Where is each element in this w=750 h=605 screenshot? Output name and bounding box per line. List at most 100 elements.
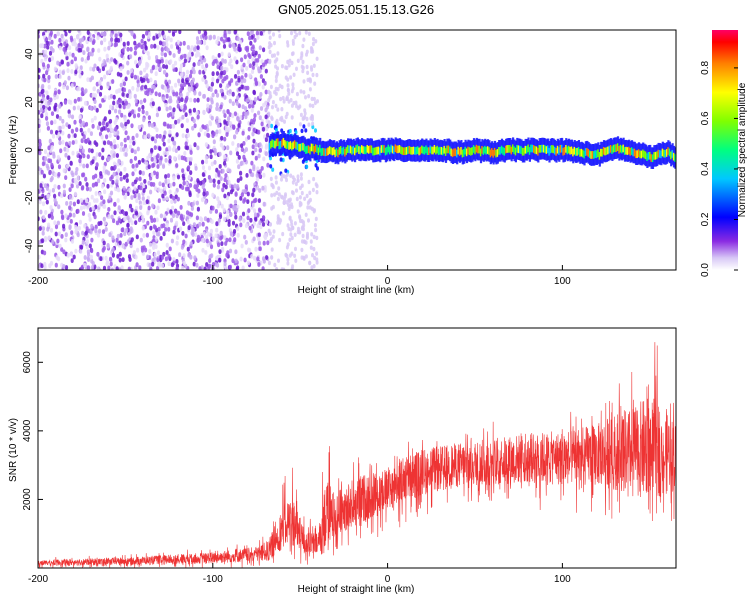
spectrogram-signal-core: [513, 146, 516, 155]
spectrogram-noise-cell: [239, 256, 243, 262]
spectrogram-noise-cell: [204, 155, 208, 161]
spectrogram-noise-cell: [41, 201, 46, 207]
spectrogram-noise-cell: [133, 149, 137, 155]
spectrogram-noise-cell: [54, 74, 58, 79]
spectrogram-noise-cell: [183, 58, 187, 64]
spectrogram-noise-cell: [51, 187, 56, 193]
spectrogram-noise-cell: [70, 128, 74, 134]
spectrogram-noise-cell: [81, 230, 85, 236]
spectrogram-noise-cell: [237, 155, 241, 160]
spectrogram-signal-core: [444, 148, 448, 156]
spectrogram-noise-cell: [61, 215, 65, 221]
spectrogram-noise-cell: [143, 67, 147, 73]
spectrogram-noise-cell: [95, 81, 99, 87]
spectrogram-noise-cell: [219, 61, 223, 67]
spectrogram-signal-core: [558, 147, 561, 155]
spectrogram-noise-cell: [204, 35, 208, 40]
spectrogram-noise-cell: [62, 249, 66, 255]
spectrogram-noise-cell: [145, 110, 149, 116]
spectrogram-noise-cell: [93, 214, 97, 220]
spectrogram-noise-cell: [210, 81, 214, 87]
spectrogram-noise-cell: [61, 70, 65, 75]
spectrogram-noise-cell: [73, 56, 77, 62]
spectrogram-noise-cell: [195, 262, 199, 268]
spectrogram-noise-cell: [53, 220, 57, 226]
spectrogram-noise-cell: [71, 172, 75, 178]
spectrogram-noise-cell: [153, 43, 157, 49]
spectrogram-noise-cell: [231, 220, 236, 226]
spectrogram-noise-cell: [179, 87, 183, 93]
spectrogram-noise-cell: [163, 86, 167, 91]
spectrogram-noise-cell: [45, 90, 49, 96]
snr-series-line: [38, 342, 676, 568]
spectrogram-noise-cell: [122, 81, 126, 87]
spectrogram-noise-cell: [53, 66, 58, 72]
spectrogram-noise-cell: [243, 257, 247, 263]
spectrogram-noise-cell: [57, 204, 61, 210]
spectrogram-noise-cell: [79, 107, 84, 113]
spectrogram-signal-core: [326, 148, 329, 156]
spectrogram-noise-cell: [134, 220, 138, 226]
spectrogram-noise-cell: [152, 230, 156, 236]
spectrogram-noise-cell: [94, 30, 98, 34]
spectrogram-noise-cell: [93, 264, 97, 270]
spectrogram-signal-core: [331, 147, 334, 156]
spectrogram-noise-cell: [251, 131, 255, 137]
spectrogram-noise-cell: [197, 61, 201, 66]
spectrogram-noise-cell: [202, 191, 206, 197]
spectrogram-noise-cell: [189, 48, 193, 53]
spectrogram-noise-cell: [79, 127, 83, 133]
spectrogram-noise-cell: [147, 55, 151, 61]
colorbar-tick-label: 0.0: [700, 263, 711, 277]
spectrogram-noise-cell: [94, 224, 98, 230]
spectrogram-noise-cell: [50, 111, 55, 116]
spectrogram-noise-cell: [198, 91, 202, 97]
spectrogram-noise-cell: [191, 66, 195, 72]
spectrogram-noise-cell: [101, 147, 105, 153]
spectrogram-noise-cell: [232, 229, 237, 234]
spectrogram-noise-cell: [159, 236, 163, 241]
spectrogram-noise-cell: [103, 37, 107, 43]
spectrogram-noise-cell: [64, 175, 68, 181]
spectrogram-noise-cell: [104, 255, 108, 261]
spectrogram-noise-cell: [166, 173, 171, 179]
spectrogram-noise-cell: [149, 77, 153, 83]
spectrogram-noise-cell: [191, 125, 195, 131]
spectrogram-signal-core: [664, 150, 667, 158]
spectrogram-noise-cell: [223, 119, 227, 125]
spectrogram-noise-cell: [252, 221, 256, 227]
spectrogram-noise-cell: [161, 193, 165, 199]
spectrogram-noise-cell: [149, 242, 153, 248]
spectrogram-noise-cell: [217, 172, 221, 178]
spectrogram-signal-core: [435, 146, 438, 155]
spectrogram-noise-cell: [190, 86, 194, 92]
spectrogram-noise-cell: [71, 41, 75, 47]
spectrogram-noise-cell: [38, 264, 42, 269]
spectrogram-noise-cell: [46, 30, 50, 33]
spectrogram-signal-core: [587, 149, 590, 157]
spectrogram-noise-cell: [189, 212, 194, 218]
spectrogram-noise-cell: [214, 233, 218, 239]
spectrogram-noise-cell: [168, 246, 172, 252]
colorbar-tick-label: 0.4: [700, 162, 711, 176]
spectrogram-noise-cell: [193, 180, 197, 186]
spectrogram-transition-cell: [279, 157, 283, 162]
spectrogram-noise-cell: [86, 205, 90, 210]
spectrogram-noise-cell: [136, 79, 140, 84]
spectrogram-noise-cell: [198, 39, 202, 45]
spectrogram-noise-cell: [194, 166, 198, 171]
spectrogram-noise-cell: [146, 220, 150, 226]
spectrogram-noise-cell: [106, 183, 110, 189]
spectrogram-noise-cell: [131, 181, 135, 187]
spectrogram-noise-cell: [51, 133, 56, 139]
spectrogram-transition-cell: [315, 190, 319, 195]
spectrogram-noise-cell: [150, 123, 154, 128]
spectrogram-transition-cell: [300, 128, 304, 134]
spectrogram-noise-cell: [243, 54, 247, 60]
spectrogram-transition-cell: [273, 40, 276, 46]
spectrogram-transition-cell: [270, 123, 274, 129]
spectrogram-noise-cell: [177, 49, 181, 54]
spectrogram-noise-cell: [101, 121, 105, 126]
spectrogram-noise-cell: [168, 105, 172, 111]
spectrogram-noise-cell: [225, 195, 229, 201]
